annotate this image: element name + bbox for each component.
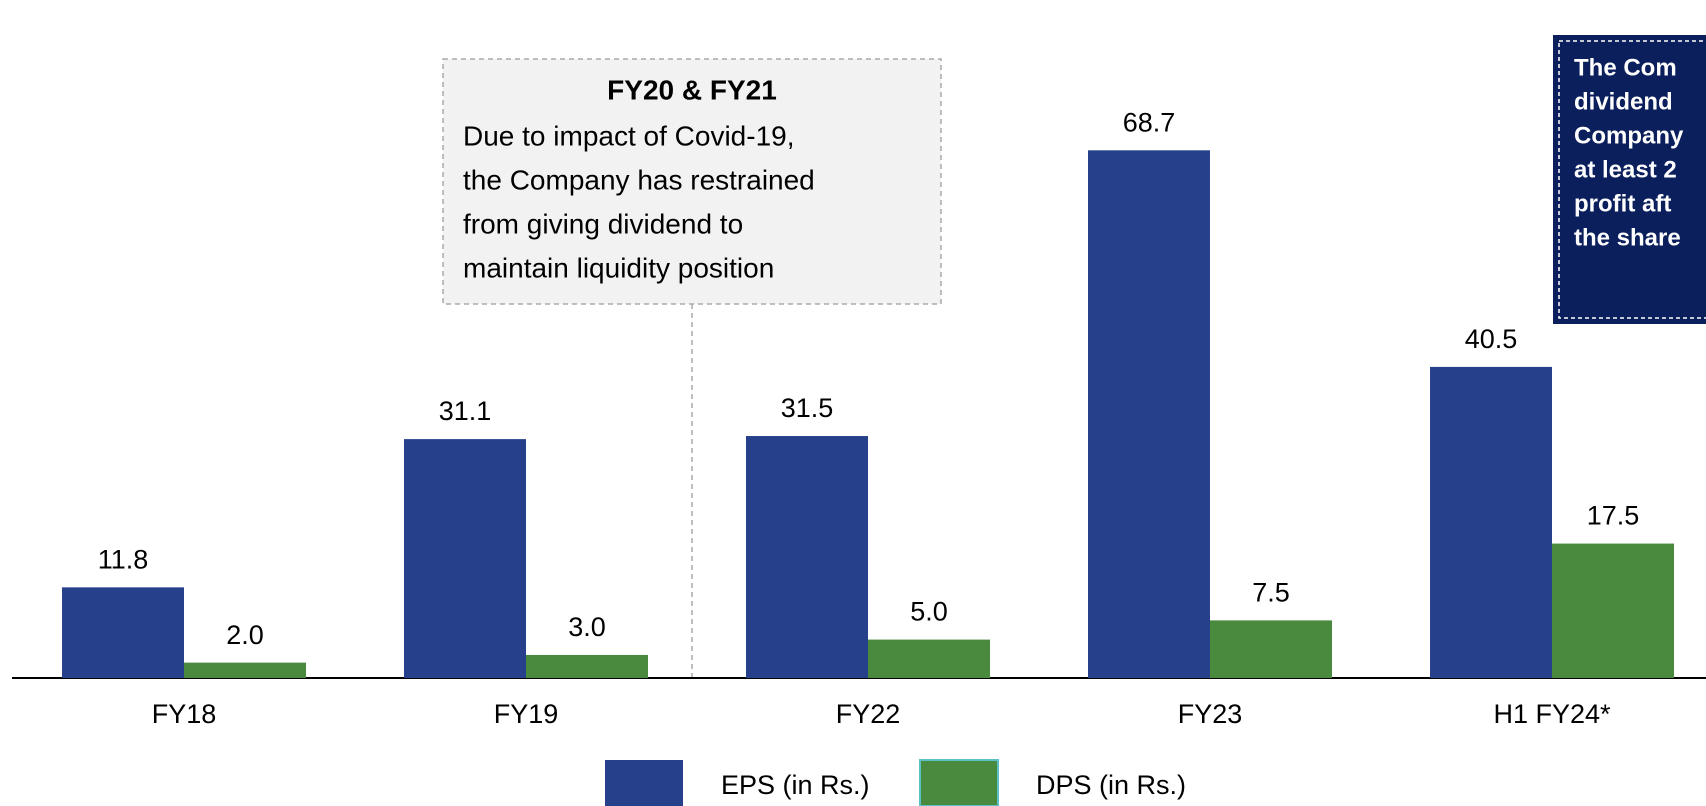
x-tick-label: FY23 — [1178, 699, 1243, 729]
x-tick-label: H1 FY24* — [1493, 699, 1611, 729]
legend-label: DPS (in Rs.) — [1036, 770, 1186, 800]
annotation-box — [442, 58, 942, 305]
side-note-box — [1553, 35, 1706, 324]
bar — [526, 654, 648, 678]
bar — [62, 587, 184, 678]
annotation-line: from giving dividend to — [463, 208, 743, 239]
bar — [746, 436, 868, 678]
legend-swatch — [605, 760, 683, 806]
legend-swatch — [919, 759, 999, 806]
data-label: 2.0 — [226, 620, 264, 650]
data-label: 31.1 — [439, 396, 492, 426]
side-note-line: The Com — [1574, 54, 1677, 81]
bar — [1552, 543, 1674, 678]
bar — [1430, 366, 1552, 678]
bar — [1088, 150, 1210, 678]
annotation-title: FY20 & FY21 — [607, 74, 777, 105]
side-note-line: Company — [1574, 122, 1684, 149]
x-tick-label: FY19 — [494, 699, 559, 729]
data-label: 31.5 — [781, 393, 834, 423]
data-label: 11.8 — [98, 544, 149, 574]
data-label: 17.5 — [1587, 501, 1640, 531]
side-note-line: dividend — [1574, 88, 1673, 115]
bar — [184, 662, 306, 678]
side-note-line: profit aft — [1574, 190, 1671, 217]
x-tick-label: FY18 — [152, 699, 217, 729]
data-label: 5.0 — [910, 597, 948, 627]
data-label: 68.7 — [1123, 107, 1176, 137]
bar — [868, 639, 990, 678]
annotation-line: the Company has restrained — [463, 164, 815, 195]
data-label: 40.5 — [1465, 324, 1518, 354]
annotation-line: maintain liquidity position — [463, 252, 774, 283]
legend-label: EPS (in Rs.) — [721, 770, 870, 800]
side-note-line: at least 2 — [1574, 156, 1677, 183]
annotation-line: Due to impact of Covid-19, — [463, 120, 795, 151]
side-note-border — [1558, 40, 1706, 319]
x-tick-label: FY22 — [836, 699, 901, 729]
bar — [1210, 620, 1332, 678]
side-note-line: the share — [1574, 224, 1681, 251]
data-label: 3.0 — [568, 612, 606, 642]
data-label: 7.5 — [1252, 578, 1290, 608]
bar — [404, 439, 526, 678]
